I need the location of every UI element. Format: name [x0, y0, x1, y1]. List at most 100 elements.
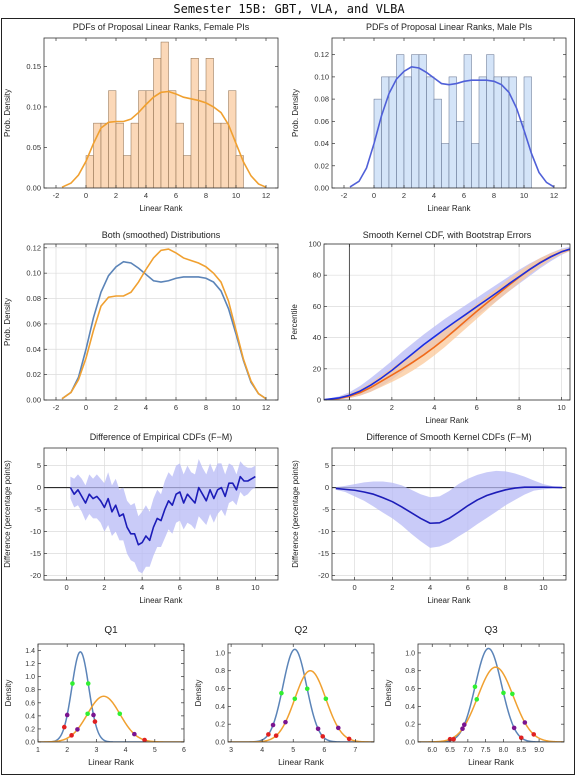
quantile-marker — [91, 712, 96, 718]
quantile-marker — [518, 735, 524, 741]
x-tick-label: 7.5 — [481, 747, 491, 754]
y-axis-label: Prob. Density — [3, 298, 12, 346]
histogram-bar — [388, 76, 397, 188]
series-line — [324, 248, 570, 400]
y-tick-label: 1.0 — [215, 650, 225, 657]
x-tick-label: 10 — [232, 191, 240, 200]
density-curve — [418, 647, 564, 742]
x-tick-label: 5 — [153, 747, 157, 754]
x-tick-label: 6 — [322, 747, 326, 754]
y-tick-label: 1.0 — [25, 674, 35, 681]
histogram-bar — [168, 90, 177, 188]
x-tick-label: 12 — [262, 403, 270, 412]
y-tick-label: 0.8 — [215, 668, 225, 675]
y-tick-label: 5 — [37, 461, 41, 470]
axes-frame — [417, 643, 565, 743]
axes-frame — [43, 447, 279, 581]
panel-diff-empirical: Difference of Empirical CDFs (F−M) 0 2 4 6 8 1… — [0, 430, 288, 620]
series-line — [61, 260, 267, 400]
smooth-density-line — [349, 66, 555, 188]
x-tick-label: 0 — [347, 403, 351, 412]
quantile-marker — [283, 719, 288, 725]
x-tick-label: 8 — [504, 583, 508, 592]
chart-title: Both (smoothed) Distributions — [102, 230, 221, 240]
x-tick-label: 4 — [432, 403, 436, 412]
y-tick-label: 0.10 — [314, 72, 329, 81]
quantile-marker — [92, 719, 98, 724]
panel-pdf-female: PDFs of Proposal Linear Ranks, Female PI… — [0, 20, 288, 228]
x-axis-label: Linear Rank — [427, 204, 471, 213]
y-tick-label: 0.2 — [215, 722, 225, 729]
quantile-marker — [75, 727, 80, 732]
x-tick-label: 3 — [94, 747, 98, 754]
x-tick-label: 2 — [102, 583, 106, 592]
histogram-bar — [433, 98, 442, 188]
x-tick-label: 1 — [36, 747, 40, 754]
y-tick-label: 0.0 — [215, 740, 225, 747]
series-line — [61, 248, 267, 400]
density-curve — [228, 669, 374, 742]
x-tick-label: 0 — [353, 583, 357, 592]
chart-title: Smooth Kernel CDF, with Bootstrap Errors — [363, 230, 532, 240]
chart-title: Q2 — [294, 625, 308, 636]
x-tick-label: -2 — [53, 191, 60, 200]
x-tick-label: 7.0 — [463, 747, 473, 754]
histogram-bar — [93, 122, 102, 188]
x-tick-label: 8 — [216, 583, 220, 592]
plot-area — [61, 248, 267, 400]
y-tick-label: 0.08 — [314, 95, 329, 104]
y-tick-label: -15 — [318, 549, 329, 558]
histogram-bar — [456, 121, 465, 188]
axes-ticks: 3 4 5 6 7 0.0 0.2 0.4 0.6 0.8 1.0 — [215, 644, 374, 754]
histogram-bar — [441, 143, 450, 188]
y-tick-label: 0.0 — [405, 740, 415, 747]
x-tick-label: 4 — [124, 747, 128, 754]
histogram-bar — [373, 98, 382, 188]
quantile-marker — [474, 697, 480, 702]
quantile-marker — [69, 733, 74, 738]
axes-ticks: 6.0 6.5 7.0 7.5 8.0 8.5 9.0 0.0 0.2 0.4 0.6 0.8 1.0 — [405, 644, 564, 754]
axes-ticks: -2 0 2 4 6 8 10 12 0.00 0.02 0.04 0.06 0.08 0.10 0.12 — [26, 243, 278, 412]
x-tick-label: 4 — [428, 583, 432, 592]
x-tick-label: 9.0 — [534, 747, 544, 754]
density-curve — [38, 651, 184, 742]
panel-q2: Q2 3 4 5 6 7 0.0 0.2 0.4 0.6 0.8 1.0 Linear Rank Dens… — [192, 620, 382, 772]
y-tick-label: 0.08 — [26, 294, 41, 303]
x-tick-label: 12 — [262, 191, 270, 200]
figure-title: Semester 15B: GBT, VLA, and VLBA — [173, 2, 405, 16]
histogram-bar — [381, 76, 390, 188]
y-tick-label: 0.05 — [26, 143, 41, 152]
histogram-bar — [501, 76, 510, 188]
x-axis-label: Linear Rank — [278, 757, 325, 767]
y-tick-label: 0.10 — [26, 102, 41, 111]
x-tick-label: 4 — [432, 191, 436, 200]
y-tick-label: 0.2 — [405, 722, 415, 729]
x-axis-label: Linear Rank — [88, 757, 135, 767]
panel-q1: Q1 1 2 3 4 5 6 0.0 0.2 0.4 0.6 0.8 1.0 1.2 1.4 Linear R… — [2, 620, 192, 772]
figure-frame — [1, 18, 575, 775]
histogram-bar — [190, 58, 199, 188]
chart-q1: Q1 1 2 3 4 5 6 0.0 0.2 0.4 0.6 0.8 1.0 1.2 1.4 Linear R… — [4, 625, 186, 767]
panel-q3: Q3 6.0 6.5 7.0 7.5 8.0 8.5 9.0 0.0 0.2 0.4 0.6 0.8 1.… — [382, 620, 572, 772]
quantile-marker — [511, 725, 517, 731]
histogram-bar — [145, 90, 154, 188]
y-tick-label: -10 — [30, 527, 41, 536]
y-tick-label: 5 — [325, 461, 329, 470]
histogram-bar — [220, 122, 229, 188]
y-tick-label: 0.0 — [25, 740, 35, 747]
y-axis-label: Prob. Density — [291, 89, 300, 137]
y-tick-label: 0.06 — [26, 319, 41, 328]
x-axis-label: Linear Rank — [468, 757, 515, 767]
y-tick-label: 0.8 — [405, 668, 415, 675]
y-tick-label: 0.4 — [215, 704, 225, 711]
x-tick-label: 2 — [65, 747, 69, 754]
histogram-bar — [130, 122, 139, 188]
histogram-bar — [175, 122, 184, 188]
quantile-marker — [501, 690, 506, 696]
quantile-marker — [85, 681, 91, 686]
y-axis-label: Density — [194, 680, 203, 707]
quantile-marker — [510, 691, 515, 697]
chart-kernel-cdf: Smooth Kernel CDF, with Bootstrap Errors… — [290, 230, 571, 425]
axes-ticks: -2 0 2 4 6 8 10 12 0.00 0.02 0.04 0.06 0.08 0.10 0.12 — [314, 38, 566, 200]
y-tick-label: 80 — [313, 271, 321, 280]
